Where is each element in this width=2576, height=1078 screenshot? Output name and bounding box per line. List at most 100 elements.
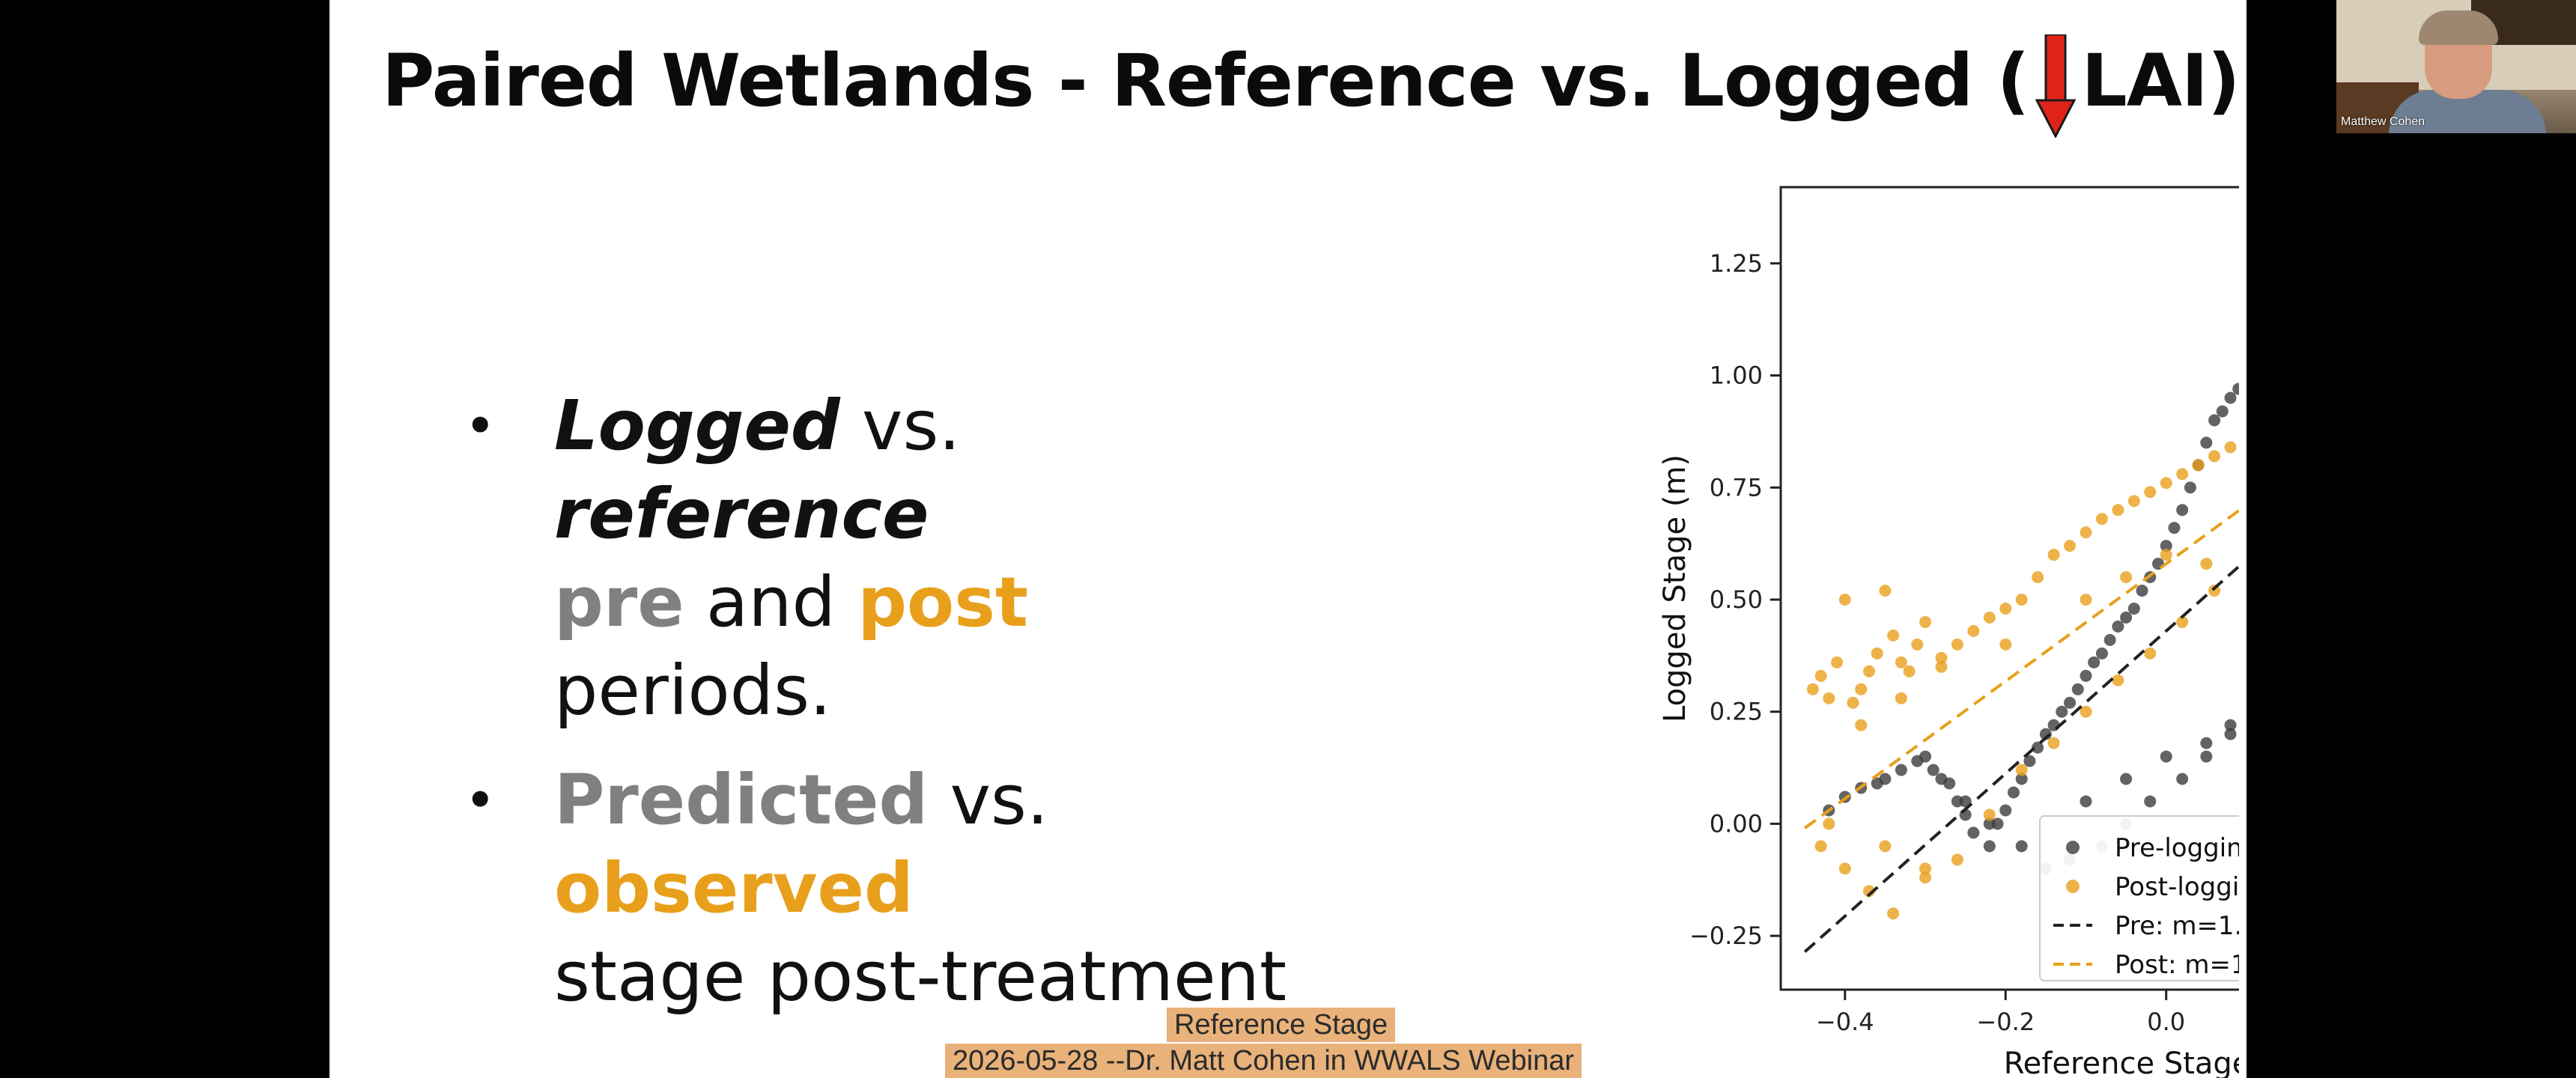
post-logging-point	[2144, 486, 2157, 499]
post-logging-point	[2080, 593, 2092, 606]
post-logging-point	[2208, 584, 2221, 597]
pre-logging-point	[2208, 414, 2221, 427]
webcam-person-hair	[2419, 10, 2498, 45]
pre-logging-point	[2216, 405, 2229, 418]
slide-title-suffix: LAI)	[2081, 39, 2241, 123]
bullet-item: • Logged vs. reference pre and post peri…	[397, 382, 1295, 735]
y-tick-label: 0.25	[1710, 698, 1763, 726]
bullet-line: stage post-treatment	[554, 933, 1295, 1021]
y-tick-label: 0.00	[1710, 809, 1763, 838]
post-logging-point	[1951, 853, 1963, 866]
pre-logging-point	[2095, 647, 2108, 660]
pre-logging-point	[1983, 817, 1996, 830]
post-logging-point	[1935, 651, 1948, 664]
post-logging-point	[1919, 862, 1932, 875]
post-logging-point	[1847, 696, 1859, 709]
post-logging-point	[2112, 504, 2124, 517]
post-logging-point	[2144, 647, 2157, 660]
post-logging-point	[1823, 817, 1835, 830]
post-logging-point	[1862, 665, 1875, 677]
post-logging-point	[1983, 611, 1996, 624]
post-regression-line	[1803, 508, 2239, 829]
pre-logging-point	[2224, 719, 2237, 731]
post-logging-point	[1903, 665, 1916, 677]
pre-logging-point	[1983, 840, 1996, 853]
pre-logging-point	[2200, 436, 2213, 449]
pre-logging-point	[2103, 633, 2116, 646]
post-logging-point	[1887, 907, 1900, 920]
pre-logging-point	[2160, 750, 2172, 763]
bullet-line: Predicted vs. observed	[554, 756, 1295, 933]
presentation-slide: Paired Wetlands - Reference vs. Logged (…	[329, 0, 2247, 1078]
chart-marks: −0.4−0.20.00.20.4−0.250.000.250.500.751.…	[1658, 186, 2239, 1078]
post-logging-point	[2047, 549, 2060, 561]
text-post: post	[857, 562, 1029, 642]
post-logging-point	[2208, 450, 2221, 463]
text-vs: vs.	[928, 760, 1049, 840]
text-pre: pre	[554, 562, 684, 642]
legend-entry: Post-logging	[2115, 872, 2239, 902]
pre-logging-point	[1959, 795, 1972, 808]
legend-entry: Pre: m=1.59, b=0.43, R²=0.63	[2115, 911, 2239, 941]
post-logging-point	[1999, 638, 2012, 651]
pre-logging-point	[2120, 773, 2133, 785]
post-logging-point	[2080, 526, 2092, 539]
text-periods: periods.	[554, 651, 832, 731]
post-logging-point	[1814, 840, 1827, 853]
post-logging-point	[2127, 495, 2140, 508]
caption-webinar-date: 2026-05-28 --Dr. Matt Cohen in WWALS Web…	[945, 1044, 1582, 1078]
pre-logging-point	[2144, 795, 2157, 808]
pre-logging-point	[2224, 392, 2237, 404]
pre-logging-point	[1935, 773, 1948, 785]
pre-regression-line	[1803, 564, 2239, 953]
pre-logging-point	[2224, 728, 2237, 740]
x-tick-label: −0.2	[1976, 1008, 2035, 1036]
post-logging-point	[2200, 558, 2213, 570]
pre-logging-point	[2080, 795, 2092, 808]
post-logging-point	[1838, 862, 1851, 875]
post-logging-point	[1951, 638, 1963, 651]
post-logging-point	[1831, 656, 1844, 669]
post-logging-point	[1879, 840, 1892, 853]
post-logging-point	[1887, 629, 1900, 642]
scatter-chart: −0.4−0.20.00.20.4−0.250.000.250.500.751.…	[1658, 186, 2239, 1078]
legend-entry: Pre-logging	[2115, 833, 2239, 863]
pre-logging-point	[2088, 656, 2100, 669]
text-logged: Logged	[554, 386, 840, 466]
post-logging-point	[2032, 571, 2044, 584]
post-logging-point	[2160, 549, 2172, 561]
post-logging-point	[2047, 737, 2060, 749]
pre-logging-point	[2080, 669, 2092, 682]
text-reference: reference	[554, 474, 929, 554]
post-logging-point	[1983, 808, 1996, 821]
post-logging-point	[1911, 638, 1924, 651]
post-logging-point	[1895, 692, 1907, 704]
pre-logging-point	[2056, 705, 2068, 718]
pre-logging-point	[2015, 773, 2028, 785]
x-tick-label: −0.4	[1816, 1008, 1874, 1036]
post-logging-point	[1823, 692, 1835, 704]
legend-marker	[2066, 880, 2080, 893]
text-stage-post-treatment: stage post-treatment	[554, 937, 1287, 1017]
pre-logging-point	[2184, 481, 2196, 494]
bullet-line: Logged vs. reference	[554, 382, 1295, 558]
post-logging-point	[1967, 624, 1980, 637]
webcam-thumbnail[interactable]: Matthew Cohen	[2336, 0, 2576, 133]
pre-logging-point	[2064, 696, 2077, 709]
y-axis-label: Logged Stage (m)	[1658, 454, 1692, 722]
slide-title: Paired Wetlands - Reference vs. Logged (…	[382, 28, 2241, 138]
text-observed: observed	[554, 848, 914, 928]
post-logging-point	[1999, 602, 2012, 615]
pre-logging-point	[1879, 773, 1892, 785]
pre-logging-point	[2127, 602, 2140, 615]
post-logging-point	[1855, 719, 1868, 731]
post-logging-point	[2095, 513, 2108, 526]
post-logging-point	[2176, 615, 2189, 628]
x-tick-label: 0.0	[2147, 1008, 2185, 1036]
pre-logging-point	[2136, 584, 2148, 597]
post-logging-point	[1806, 683, 1819, 695]
y-tick-label: 0.75	[1710, 473, 1763, 502]
post-logging-point	[1935, 660, 1948, 673]
post-logging-point	[2120, 571, 2133, 584]
bullet-dot: •	[464, 769, 496, 832]
